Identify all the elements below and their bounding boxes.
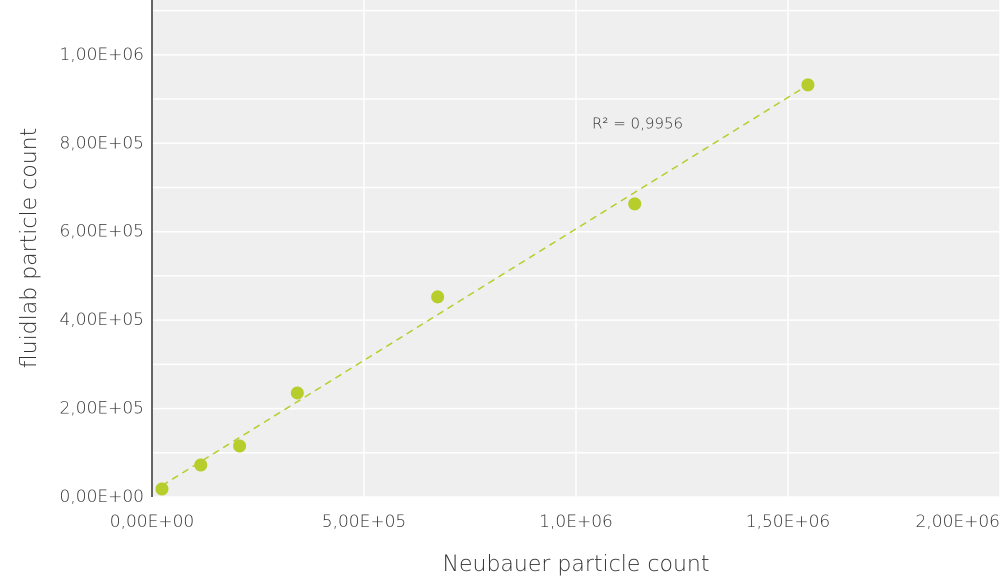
point — [233, 439, 247, 453]
x-tick-label: 0,00E+00 — [110, 512, 194, 532]
y-tick-label: 8,00E+05 — [60, 133, 144, 153]
x-tick-label: 1,50E+06 — [746, 512, 830, 532]
x-tick-label: 5,00E+05 — [322, 512, 406, 532]
y-axis-title: fluidlab particle count — [17, 128, 42, 368]
point — [194, 458, 208, 472]
trendline — [161, 84, 809, 487]
y-tick-label: 6,00E+05 — [60, 222, 144, 242]
point — [290, 386, 304, 400]
x-axis-title: Neubauer particle count — [443, 552, 710, 577]
point — [628, 197, 642, 211]
y-tick-label: 2,00E+05 — [60, 399, 144, 419]
point — [431, 290, 445, 304]
x-tick-label: 1,0E+06 — [539, 512, 613, 532]
point — [155, 482, 169, 496]
y-tick-label: 4,00E+05 — [60, 310, 144, 330]
point — [801, 78, 815, 92]
y-tick-label: 0,00E+00 — [60, 487, 144, 507]
y-tick-label: 1,00E+06 — [60, 45, 144, 65]
annotation: R² = 0,9956 — [592, 115, 683, 133]
x-tick-label: 2,00E+06 — [916, 512, 1000, 532]
